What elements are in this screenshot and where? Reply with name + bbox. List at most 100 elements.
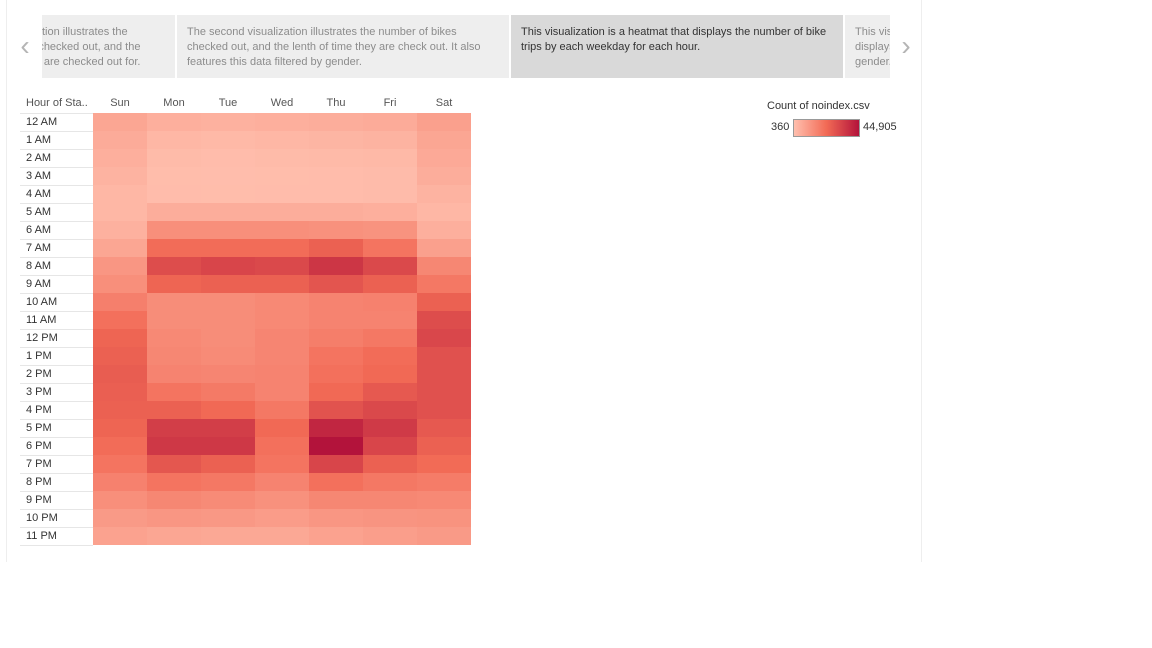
story-point-2[interactable]: The second visualization illustrates the… — [177, 15, 509, 78]
heatmap-cell-wed-8-am[interactable] — [255, 257, 309, 275]
heatmap-cell-fri-10-am[interactable] — [363, 293, 417, 311]
heatmap-cell-sat-4-pm[interactable] — [417, 401, 471, 419]
heatmap-cell-wed-6-pm[interactable] — [255, 437, 309, 455]
heatmap-cell-wed-7-am[interactable] — [255, 239, 309, 257]
heatmap-cell-wed-6-am[interactable] — [255, 221, 309, 239]
heatmap-cell-sat-2-pm[interactable] — [417, 365, 471, 383]
heatmap-cell-wed-2-am[interactable] — [255, 149, 309, 167]
heatmap-cell-wed-3-am[interactable] — [255, 167, 309, 185]
heatmap-cell-mon-4-pm[interactable] — [147, 401, 201, 419]
heatmap-cell-wed-10-am[interactable] — [255, 293, 309, 311]
heatmap-cell-mon-11-pm[interactable] — [147, 527, 201, 545]
heatmap-cell-fri-2-am[interactable] — [363, 149, 417, 167]
heatmap-cell-fri-4-pm[interactable] — [363, 401, 417, 419]
heatmap-cell-thu-10-pm[interactable] — [309, 509, 363, 527]
heatmap-cell-thu-2-pm[interactable] — [309, 365, 363, 383]
heatmap-cell-mon-2-pm[interactable] — [147, 365, 201, 383]
heatmap-cell-thu-7-am[interactable] — [309, 239, 363, 257]
heatmap-cell-sat-12-am[interactable] — [417, 113, 471, 131]
heatmap-cell-tue-1-am[interactable] — [201, 131, 255, 149]
story-point-3-active[interactable]: This visualization is a heatmat that dis… — [511, 15, 843, 78]
heatmap-cell-fri-11-am[interactable] — [363, 311, 417, 329]
heatmap-cell-mon-5-am[interactable] — [147, 203, 201, 221]
heatmap-cell-sun-3-am[interactable] — [93, 167, 147, 185]
heatmap-cell-sun-1-pm[interactable] — [93, 347, 147, 365]
heatmap-cell-fri-8-pm[interactable] — [363, 473, 417, 491]
heatmap-cell-sun-5-pm[interactable] — [93, 419, 147, 437]
heatmap-cell-wed-5-pm[interactable] — [255, 419, 309, 437]
heatmap-cell-tue-9-am[interactable] — [201, 275, 255, 293]
heatmap-cell-sun-7-am[interactable] — [93, 239, 147, 257]
heatmap-cell-tue-4-pm[interactable] — [201, 401, 255, 419]
heatmap-cell-thu-1-am[interactable] — [309, 131, 363, 149]
heatmap-cell-wed-5-am[interactable] — [255, 203, 309, 221]
heatmap-cell-thu-1-pm[interactable] — [309, 347, 363, 365]
heatmap-cell-tue-10-am[interactable] — [201, 293, 255, 311]
heatmap-cell-thu-3-am[interactable] — [309, 167, 363, 185]
heatmap-cell-sun-5-am[interactable] — [93, 203, 147, 221]
heatmap-cell-thu-4-pm[interactable] — [309, 401, 363, 419]
heatmap-cell-fri-5-pm[interactable] — [363, 419, 417, 437]
heatmap-cell-mon-12-pm[interactable] — [147, 329, 201, 347]
heatmap-cell-mon-9-am[interactable] — [147, 275, 201, 293]
legend-color-ramp[interactable] — [793, 119, 860, 137]
heatmap-cell-tue-10-pm[interactable] — [201, 509, 255, 527]
heatmap-cell-thu-11-am[interactable] — [309, 311, 363, 329]
story-point-1[interactable]: The first visualization illustrates the … — [42, 15, 175, 78]
heatmap-cell-tue-2-am[interactable] — [201, 149, 255, 167]
heatmap-cell-sat-8-pm[interactable] — [417, 473, 471, 491]
heatmap-cell-mon-9-pm[interactable] — [147, 491, 201, 509]
heatmap-cell-sun-8-pm[interactable] — [93, 473, 147, 491]
heatmap-cell-mon-4-am[interactable] — [147, 185, 201, 203]
heatmap-cell-fri-3-am[interactable] — [363, 167, 417, 185]
heatmap-cell-fri-9-pm[interactable] — [363, 491, 417, 509]
story-point-4[interactable]: This visualization is a heatmap that dis… — [845, 15, 890, 78]
heatmap-cell-thu-7-pm[interactable] — [309, 455, 363, 473]
heatmap-cell-fri-7-pm[interactable] — [363, 455, 417, 473]
heatmap-cell-tue-9-pm[interactable] — [201, 491, 255, 509]
heatmap-cell-sun-6-am[interactable] — [93, 221, 147, 239]
heatmap-cell-sat-5-am[interactable] — [417, 203, 471, 221]
heatmap-cell-thu-6-pm[interactable] — [309, 437, 363, 455]
heatmap-cell-wed-7-pm[interactable] — [255, 455, 309, 473]
heatmap-cell-sat-3-pm[interactable] — [417, 383, 471, 401]
heatmap-cell-wed-12-pm[interactable] — [255, 329, 309, 347]
heatmap-cell-thu-5-pm[interactable] — [309, 419, 363, 437]
heatmap-cell-mon-1-pm[interactable] — [147, 347, 201, 365]
heatmap-cell-tue-6-am[interactable] — [201, 221, 255, 239]
heatmap-cell-mon-12-am[interactable] — [147, 113, 201, 131]
heatmap-cell-fri-1-am[interactable] — [363, 131, 417, 149]
heatmap-cell-sun-3-pm[interactable] — [93, 383, 147, 401]
heatmap-cell-fri-5-am[interactable] — [363, 203, 417, 221]
heatmap-cell-fri-12-pm[interactable] — [363, 329, 417, 347]
heatmap-cell-mon-10-am[interactable] — [147, 293, 201, 311]
heatmap-cell-fri-4-am[interactable] — [363, 185, 417, 203]
heatmap-cell-sun-12-pm[interactable] — [93, 329, 147, 347]
heatmap-cell-mon-3-pm[interactable] — [147, 383, 201, 401]
heatmap-cell-thu-2-am[interactable] — [309, 149, 363, 167]
heatmap-cell-sat-10-am[interactable] — [417, 293, 471, 311]
heatmap-cell-tue-3-pm[interactable] — [201, 383, 255, 401]
heatmap-cell-sat-3-am[interactable] — [417, 167, 471, 185]
heatmap-cell-tue-8-am[interactable] — [201, 257, 255, 275]
heatmap-cell-sun-7-pm[interactable] — [93, 455, 147, 473]
heatmap-cell-sat-9-pm[interactable] — [417, 491, 471, 509]
heatmap-cell-sat-11-pm[interactable] — [417, 527, 471, 545]
heatmap-cell-tue-12-pm[interactable] — [201, 329, 255, 347]
previous-story-point-icon[interactable]: ‹ — [20, 30, 30, 61]
heatmap-cell-tue-8-pm[interactable] — [201, 473, 255, 491]
heatmap-cell-wed-4-pm[interactable] — [255, 401, 309, 419]
heatmap-cell-tue-6-pm[interactable] — [201, 437, 255, 455]
heatmap-cell-mon-1-am[interactable] — [147, 131, 201, 149]
heatmap-cell-fri-6-am[interactable] — [363, 221, 417, 239]
heatmap-cell-thu-10-am[interactable] — [309, 293, 363, 311]
heatmap-cell-tue-11-pm[interactable] — [201, 527, 255, 545]
heatmap-cell-sat-9-am[interactable] — [417, 275, 471, 293]
heatmap-cell-sat-12-pm[interactable] — [417, 329, 471, 347]
heatmap-cell-sat-5-pm[interactable] — [417, 419, 471, 437]
heatmap-cell-mon-6-pm[interactable] — [147, 437, 201, 455]
heatmap-cell-tue-5-pm[interactable] — [201, 419, 255, 437]
heatmap-cell-thu-5-am[interactable] — [309, 203, 363, 221]
heatmap-cell-mon-2-am[interactable] — [147, 149, 201, 167]
heatmap-cell-thu-9-am[interactable] — [309, 275, 363, 293]
